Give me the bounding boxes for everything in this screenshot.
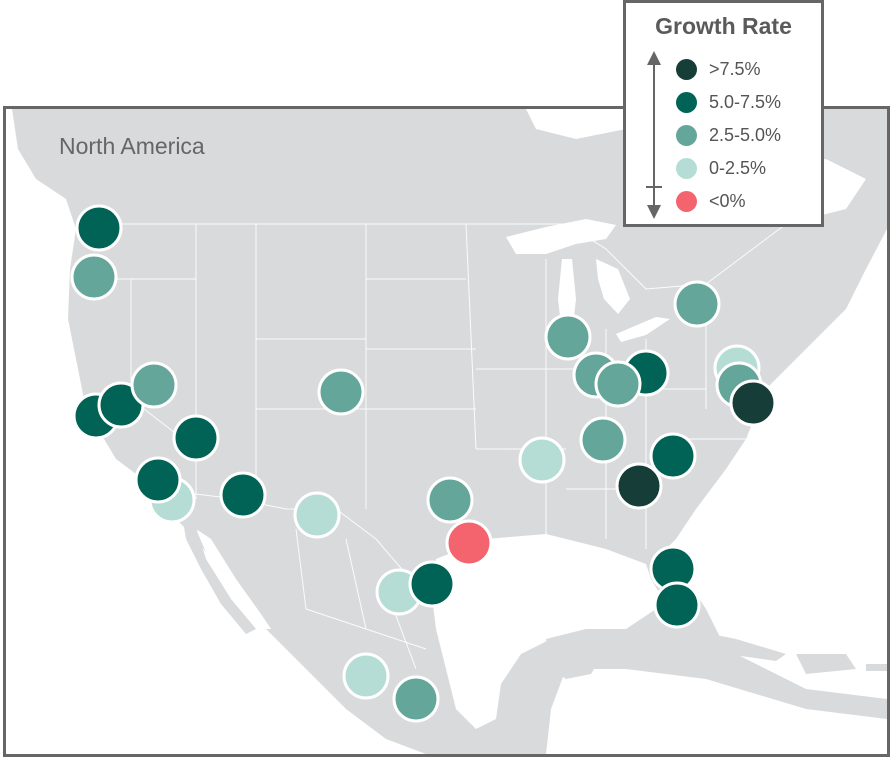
city-marker-high[interactable] <box>75 204 123 252</box>
markers-layer <box>70 204 777 723</box>
jamaica <box>726 674 751 681</box>
state-lines-west <box>76 223 477 509</box>
city-marker-mid[interactable] <box>579 416 627 464</box>
legend-swatch <box>676 190 697 212</box>
legend-label: 0-2.5% <box>709 157 767 178</box>
city-marker-negative[interactable] <box>445 519 493 567</box>
city-marker-very-high[interactable] <box>729 379 777 427</box>
city-marker-high[interactable] <box>134 456 182 504</box>
city-marker-mid[interactable] <box>426 476 474 524</box>
city-marker-low[interactable] <box>293 491 341 539</box>
lake-superior <box>506 219 616 254</box>
city-marker-mid[interactable] <box>130 361 178 409</box>
lake-huron <box>596 259 630 314</box>
city-marker-high[interactable] <box>408 560 456 608</box>
city-marker-low[interactable] <box>342 652 390 700</box>
cuba <box>636 629 786 661</box>
mexico-state-lines <box>295 528 427 670</box>
city-marker-high[interactable] <box>219 471 267 519</box>
city-marker-low[interactable] <box>518 436 566 484</box>
city-marker-high[interactable] <box>653 581 701 629</box>
legend-item-negative: <0% <box>676 186 746 216</box>
hispaniola <box>796 654 856 674</box>
legend-swatch <box>676 157 697 179</box>
hudson-bay <box>526 109 646 139</box>
legend-swatch <box>676 58 697 80</box>
legend-label: 5.0-7.5% <box>709 91 782 112</box>
caribbean-sea <box>546 669 887 754</box>
legend: Growth Rate >7.5% 5.0-7.5% 2.5-5.0% 0-2.5% <… <box>623 0 824 227</box>
gulf-of-mexico <box>431 534 666 729</box>
atlantic-ocean <box>666 229 887 699</box>
legend-item-low: 0-2.5% <box>676 153 766 183</box>
caribbean-islands <box>636 629 887 681</box>
us-canada-border <box>76 208 807 290</box>
lake-erie <box>616 317 670 342</box>
yucatan <box>546 629 606 679</box>
city-marker-mid[interactable] <box>392 675 440 723</box>
city-marker-high[interactable] <box>649 432 697 480</box>
map-canvas <box>6 109 887 754</box>
city-marker-mid[interactable] <box>70 253 118 301</box>
region-label: North America <box>59 133 205 159</box>
puerto-rico <box>866 664 887 671</box>
city-marker-mid[interactable] <box>317 368 365 416</box>
city-marker-mid[interactable] <box>673 280 721 328</box>
city-marker-very-high[interactable] <box>615 462 663 510</box>
water-bodies <box>6 109 887 754</box>
city-marker-high[interactable] <box>172 414 220 462</box>
pacific-ocean <box>6 109 426 754</box>
city-marker-mid[interactable] <box>594 360 642 408</box>
legend-swatch <box>676 91 697 113</box>
legend-arrow-icon <box>646 51 662 219</box>
legend-swatch <box>676 124 697 146</box>
legend-label: >7.5% <box>709 58 761 79</box>
gulf-of-california <box>196 529 271 629</box>
city-marker-mid[interactable] <box>544 313 592 361</box>
legend-item-mid: 2.5-5.0% <box>676 120 781 150</box>
legend-label: 2.5-5.0% <box>709 124 782 145</box>
legend-item-very-high: >7.5% <box>676 54 761 84</box>
legend-title: Growth Rate <box>655 13 792 39</box>
legend-item-high: 5.0-7.5% <box>676 87 781 117</box>
baja-california <box>181 509 256 634</box>
legend-label: <0% <box>709 190 746 211</box>
